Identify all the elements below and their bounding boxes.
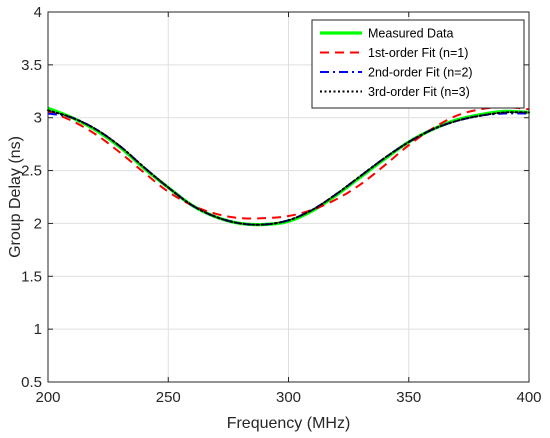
- x-tick-label: 200: [35, 389, 60, 406]
- series-line-1st-order-fit-n-1: [47, 106, 530, 220]
- x-tick-label: 250: [156, 389, 181, 406]
- y-tick-label: 3: [34, 110, 42, 127]
- y-tick-label: 0.5: [21, 374, 42, 391]
- legend-label: 3rd-order Fit (n=3): [368, 85, 470, 99]
- tick-labels: 200 250 300 350 400 0.5 1 1.5 2 2.5 3 3.5 4: [21, 4, 541, 406]
- y-tick-label: 4: [34, 4, 42, 21]
- y-axis-label: Group Delay (ns): [7, 136, 24, 258]
- legend-label: 2nd-order Fit (n=2): [368, 66, 473, 80]
- x-axis-label: Frequency (MHz): [227, 415, 351, 432]
- legend: Measured Data 1st-order Fit (n=1) 2nd-orde…: [311, 19, 525, 109]
- legend-label: Measured Data: [368, 27, 454, 41]
- tick-marks: [47, 11, 530, 383]
- x-tick-label: 350: [396, 389, 421, 406]
- x-tick-label: 400: [516, 389, 541, 406]
- legend-label: 1st-order Fit (n=1): [368, 46, 468, 60]
- y-tick-label: 3.5: [21, 57, 42, 74]
- series-line-3rd-order-fit-n-3: [47, 109, 530, 226]
- y-tick-label: 2: [34, 215, 42, 232]
- y-tick-label: 1.5: [21, 268, 42, 285]
- y-tick-label: 2.5: [21, 163, 42, 180]
- legend-box: [311, 19, 525, 109]
- y-tick-label: 1: [34, 321, 42, 338]
- x-tick-label: 300: [276, 389, 301, 406]
- series-layer: [47, 106, 530, 227]
